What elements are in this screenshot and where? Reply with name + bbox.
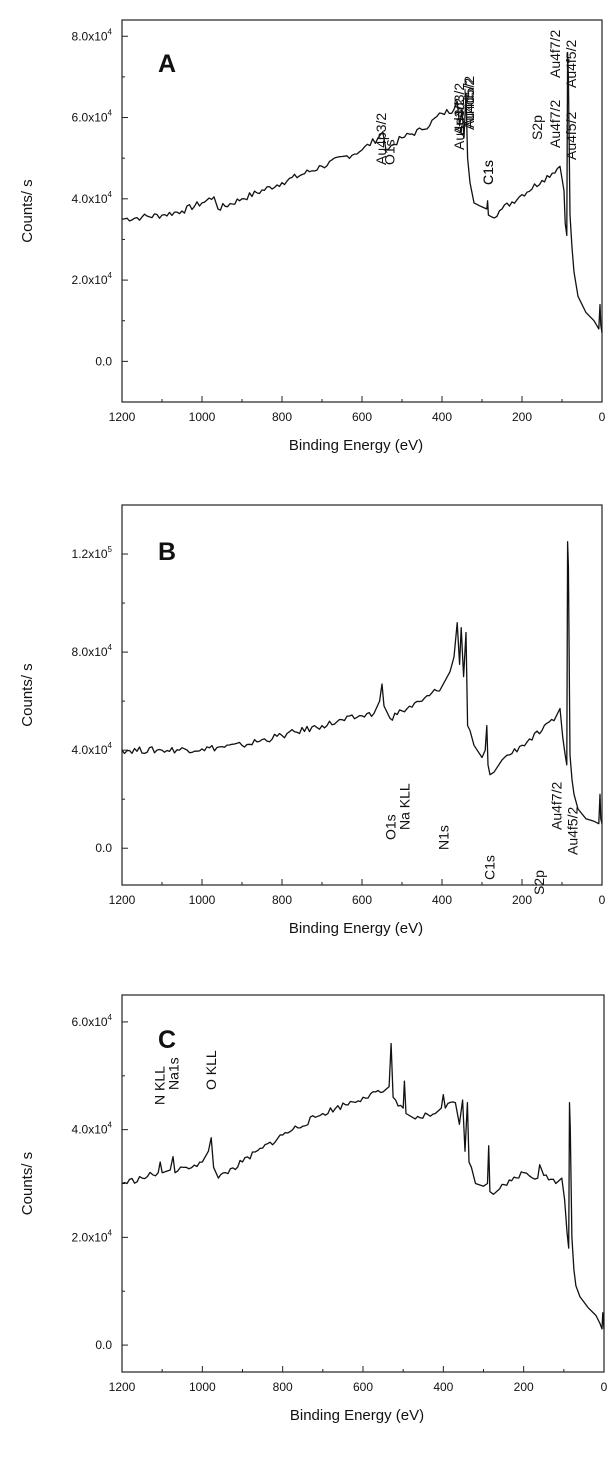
spectrum-line bbox=[121, 1042, 605, 1330]
peak-label: O1s bbox=[382, 139, 398, 165]
x-tick-label: 1200 bbox=[109, 410, 136, 424]
peak-label: Au4p3/2 bbox=[373, 113, 389, 165]
peak-label: Au4f7/2 bbox=[547, 100, 563, 148]
plot-frame bbox=[121, 994, 605, 1373]
x-tick-label: 200 bbox=[512, 893, 532, 907]
peak-label: O KLL bbox=[203, 1050, 219, 1090]
y-axis-title: Counts/ s bbox=[19, 179, 36, 242]
x-tick-label: 1000 bbox=[189, 410, 216, 424]
peak-label: N KLL bbox=[151, 1066, 167, 1105]
x-tick-label: 0 bbox=[601, 1380, 608, 1394]
x-axis-title: Binding Energy (eV) bbox=[289, 437, 423, 454]
peak-label: C1s bbox=[482, 855, 498, 880]
peak-label: Na1s bbox=[165, 1057, 181, 1090]
plot-frame bbox=[121, 504, 603, 886]
y-axis-title: Counts/ s bbox=[19, 1152, 36, 1215]
x-tick-label: 800 bbox=[272, 893, 292, 907]
x-tick-label: 800 bbox=[272, 410, 292, 424]
peak-label: S2p bbox=[529, 115, 545, 140]
x-tick-label: 400 bbox=[432, 893, 452, 907]
y-tick-label: 8.0x104 bbox=[72, 27, 113, 43]
y-tick-label: 4.0x104 bbox=[72, 1121, 113, 1137]
panel-letter: A bbox=[158, 50, 176, 78]
x-tick-label: 200 bbox=[512, 410, 532, 424]
x-tick-label: 400 bbox=[432, 410, 452, 424]
x-tick-label: 400 bbox=[433, 1380, 453, 1394]
panel-letter: B bbox=[158, 538, 176, 566]
x-tick-label: 0 bbox=[599, 410, 606, 424]
x-tick-label: 600 bbox=[353, 1380, 373, 1394]
spectrum-line bbox=[121, 51, 603, 333]
y-tick-label: 0.0 bbox=[95, 1338, 112, 1352]
peak-label: Na KLL bbox=[396, 783, 412, 830]
panel-B: 1200 1000 800 600 400 200 0 0.0 4.0x104 8.0x104 1.… bbox=[19, 30, 606, 937]
y-tick-label: 2.0x104 bbox=[72, 271, 113, 287]
panel-C: 1200 1000 800 600 400 200 0 0.0 2.0x104 4.0x104 6.… bbox=[19, 782, 608, 1424]
peak-label: C1s bbox=[480, 160, 496, 185]
x-tick-label: 1000 bbox=[189, 1380, 216, 1394]
y-tick-label: 1.2x105 bbox=[72, 545, 113, 561]
x-tick-label: 1000 bbox=[189, 893, 216, 907]
peak-label: S2p bbox=[531, 870, 547, 895]
spectrum-line bbox=[121, 541, 603, 825]
y-tick-label: 0.0 bbox=[95, 841, 112, 855]
x-tick-label: 0 bbox=[599, 893, 606, 907]
y-tick-label: 0.0 bbox=[95, 354, 112, 368]
x-tick-label: 800 bbox=[273, 1380, 293, 1394]
x-axis-title: Binding Energy (eV) bbox=[289, 920, 423, 937]
panel-A: 1200 1000 800 600 400 200 0 0.0 2.0x104 4.0x104 6.… bbox=[19, 19, 606, 454]
y-tick-label: 6.0x104 bbox=[72, 1013, 113, 1029]
x-tick-label: 1200 bbox=[109, 1380, 136, 1394]
y-tick-label: 4.0x104 bbox=[72, 190, 113, 206]
y-tick-label: 2.0x104 bbox=[72, 1228, 113, 1244]
x-tick-label: 600 bbox=[352, 410, 372, 424]
peak-label: Au4f5/2 bbox=[563, 112, 579, 160]
peak-label: Au4d3/2 bbox=[451, 98, 467, 150]
plot-frame bbox=[121, 19, 603, 403]
peak-label: C1s bbox=[480, 160, 496, 185]
y-tick-label: 4.0x104 bbox=[72, 741, 113, 757]
peak-label: O1s bbox=[383, 814, 399, 840]
x-axis-title: Binding Energy (eV) bbox=[290, 1407, 424, 1424]
peak-label: N1s bbox=[435, 825, 451, 850]
peak-label: Au4d5/2 bbox=[461, 76, 477, 128]
peak-label: Au4f7/2 bbox=[549, 782, 565, 830]
x-tick-label: 600 bbox=[352, 893, 372, 907]
peak-label: Au4d5/2 bbox=[461, 78, 477, 130]
y-tick-label: 6.0x104 bbox=[72, 109, 113, 125]
peak-label: Au4f5/2 bbox=[565, 807, 581, 855]
peak-label: Au4f7/2 bbox=[547, 30, 563, 78]
panel-letter: C bbox=[158, 1026, 176, 1054]
peak-label: Au4d3/2 bbox=[451, 83, 467, 135]
x-tick-label: 1200 bbox=[109, 893, 136, 907]
y-tick-label: 8.0x104 bbox=[72, 643, 113, 659]
peak-label: Au4f5/2 bbox=[563, 40, 579, 88]
y-axis-title: Counts/ s bbox=[19, 663, 36, 726]
x-tick-label: 200 bbox=[514, 1380, 534, 1394]
